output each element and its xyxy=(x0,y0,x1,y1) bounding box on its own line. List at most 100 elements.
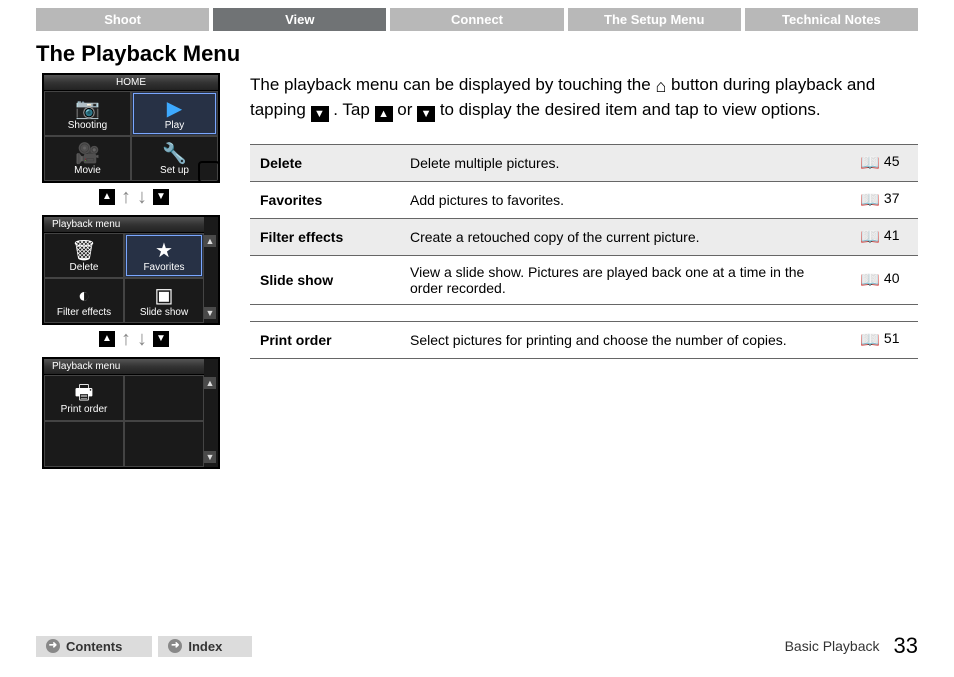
lcd-menu1-filter: ◐ Filter effects xyxy=(44,278,124,323)
top-tabs: Shoot View Connect The Setup Menu Techni… xyxy=(0,0,954,31)
nav-indicator-1: ▲ ↑ ↓ ▼ xyxy=(36,189,232,205)
arrow-up-icon: ↑ xyxy=(121,189,131,205)
down-icon: ▼ xyxy=(311,106,329,122)
scroll-down-icon: ▼ xyxy=(204,307,216,319)
row-name: Favorites xyxy=(250,182,400,219)
row-page[interactable]: 📖37 xyxy=(850,182,918,219)
printer-icon: 🖶 xyxy=(45,382,123,404)
right-column: The playback menu can be displayed by to… xyxy=(250,73,918,475)
intro-part: or xyxy=(397,100,417,119)
page-ref: 51 xyxy=(884,330,900,346)
footer-link-label: Index xyxy=(188,639,222,654)
lcd-item-label: Print order xyxy=(61,404,108,415)
lcd-home-header: HOME xyxy=(44,75,218,91)
slideshow-icon: ▣ xyxy=(125,285,203,307)
arrow-down-icon: ↓ xyxy=(137,189,147,205)
row-name: Print order xyxy=(250,322,400,359)
book-icon: 📖 xyxy=(860,227,880,247)
lcd-empty-cell xyxy=(44,421,124,467)
footer-page-number: 33 xyxy=(894,633,918,659)
book-icon: 📖 xyxy=(860,330,880,350)
table-row: Print order Select pictures for printing… xyxy=(250,322,918,359)
arrow-down-icon: ↓ xyxy=(137,331,147,347)
down-icon: ▼ xyxy=(153,331,169,347)
up-icon: ▲ xyxy=(99,331,115,347)
table-row: Delete Delete multiple pictures. 📖45 xyxy=(250,145,918,182)
tab-tech[interactable]: Technical Notes xyxy=(745,8,918,31)
row-desc: Select pictures for printing and choose … xyxy=(400,322,850,359)
row-page[interactable]: 📖40 xyxy=(850,256,918,305)
lcd-menu2-printorder: 🖶 Print order xyxy=(44,375,124,421)
lcd-item-label: Play xyxy=(165,120,184,131)
lcd-menu1-favorites: ★ Favorites xyxy=(124,233,204,278)
lcd-scrollbar: ▲ ▼ xyxy=(204,377,216,463)
tab-view[interactable]: View xyxy=(213,8,386,31)
footer-index-link[interactable]: ➜ Index xyxy=(158,636,252,657)
up-icon: ▲ xyxy=(375,106,393,122)
intro-text: The playback menu can be displayed by to… xyxy=(250,73,918,122)
tab-shoot[interactable]: Shoot xyxy=(36,8,209,31)
row-desc: Add pictures to favorites. xyxy=(400,182,850,219)
lcd-menu2-header: Playback menu xyxy=(44,359,204,375)
intro-part: to display the desired item and tap to v… xyxy=(440,100,821,119)
footer-section: Basic Playback xyxy=(785,638,880,654)
row-desc: Create a retouched copy of the current p… xyxy=(400,219,850,256)
lcd-empty-cell xyxy=(124,375,204,421)
scroll-up-icon: ▲ xyxy=(204,377,216,389)
lcd-menu1-slideshow: ▣ Slide show xyxy=(124,278,204,323)
lcd-home-play: ▶ Play xyxy=(131,91,218,136)
lcd-home-movie: 🎥 Movie xyxy=(44,136,131,181)
scroll-up-icon: ▲ xyxy=(204,235,216,247)
lcd-item-label: Movie xyxy=(74,165,101,176)
lcd-menu1-delete: 🗑 Delete xyxy=(44,233,124,278)
trash-icon: 🗑 xyxy=(45,240,123,262)
row-name: Filter effects xyxy=(250,219,400,256)
down-icon: ▼ xyxy=(153,189,169,205)
arrow-right-icon: ➜ xyxy=(46,639,60,653)
book-icon: 📖 xyxy=(860,270,880,290)
arrow-up-icon: ↑ xyxy=(121,331,131,347)
up-icon: ▲ xyxy=(99,189,115,205)
lcd-home: HOME 📷 Shooting ▶ Play 🎥 Movie 🔧 Set up xyxy=(42,73,220,183)
book-icon: 📖 xyxy=(860,190,880,210)
page-ref: 37 xyxy=(884,190,900,206)
movie-icon: 🎥 xyxy=(45,143,130,165)
lcd-item-label: Filter effects xyxy=(57,307,111,318)
filter-icon: ◐ xyxy=(45,285,123,307)
lcd-empty-cell xyxy=(124,421,204,467)
play-icon: ▶ xyxy=(132,98,217,120)
camera-icon: 📷 xyxy=(45,98,130,120)
star-icon: ★ xyxy=(125,240,203,262)
page-ref: 40 xyxy=(884,270,900,286)
lcd-item-label: Delete xyxy=(70,262,99,273)
intro-part: The playback menu can be displayed by to… xyxy=(250,75,655,94)
scroll-down-icon: ▼ xyxy=(204,451,216,463)
nav-indicator-2: ▲ ↑ ↓ ▼ xyxy=(36,331,232,347)
row-page[interactable]: 📖51 xyxy=(850,322,918,359)
table-row: Slide show View a slide show. Pictures a… xyxy=(250,256,918,305)
book-icon: 📖 xyxy=(860,153,880,173)
lcd-home-shooting: 📷 Shooting xyxy=(44,91,131,136)
menu-table: Delete Delete multiple pictures. 📖45 Fav… xyxy=(250,144,918,359)
tab-setup[interactable]: The Setup Menu xyxy=(568,8,741,31)
row-name: Delete xyxy=(250,145,400,182)
row-desc: Delete multiple pictures. xyxy=(400,145,850,182)
lcd-menu1-header: Playback menu xyxy=(44,217,204,233)
lcd-item-label: Favorites xyxy=(143,262,184,273)
row-page[interactable]: 📖45 xyxy=(850,145,918,182)
lcd-item-label: Shooting xyxy=(68,120,107,131)
footer-contents-link[interactable]: ➜ Contents xyxy=(36,636,152,657)
footer-link-label: Contents xyxy=(66,639,122,654)
footer: ➜ Contents ➜ Index Basic Playback 33 xyxy=(0,633,954,659)
row-page[interactable]: 📖41 xyxy=(850,219,918,256)
lcd-menu1: Playback menu 🗑 Delete ★ Favorites ◐ Fil… xyxy=(42,215,220,325)
intro-part: . Tap xyxy=(333,100,374,119)
table-row: Filter effects Create a retouched copy o… xyxy=(250,219,918,256)
lcd-item-label: Set up xyxy=(160,165,189,176)
lcd-item-label: Slide show xyxy=(140,307,188,318)
home-icon: ⌂ xyxy=(655,79,666,95)
tab-connect[interactable]: Connect xyxy=(390,8,563,31)
page-title: The Playback Menu xyxy=(0,31,954,73)
row-desc: View a slide show. Pictures are played b… xyxy=(400,256,850,305)
table-gap xyxy=(250,305,918,322)
